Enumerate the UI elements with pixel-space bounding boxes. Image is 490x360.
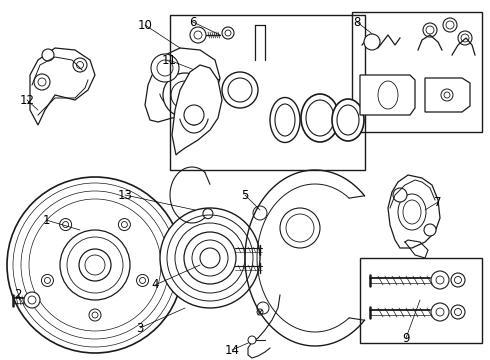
Circle shape (190, 27, 206, 43)
Circle shape (424, 224, 436, 236)
Text: 2: 2 (14, 288, 22, 302)
Polygon shape (360, 75, 415, 115)
Text: 7: 7 (434, 195, 442, 208)
Polygon shape (425, 78, 470, 112)
Circle shape (119, 219, 130, 230)
Circle shape (163, 73, 207, 117)
Bar (170, 15, 365, 170)
Circle shape (184, 105, 204, 125)
Circle shape (160, 208, 260, 308)
Circle shape (222, 72, 258, 108)
Text: 14: 14 (224, 343, 240, 356)
Circle shape (60, 219, 72, 230)
Circle shape (24, 292, 40, 308)
Polygon shape (145, 48, 220, 122)
Circle shape (7, 177, 183, 353)
Circle shape (89, 309, 101, 321)
Circle shape (137, 274, 148, 287)
Circle shape (431, 303, 449, 321)
Text: 5: 5 (241, 189, 249, 202)
Text: 10: 10 (138, 18, 152, 32)
Circle shape (431, 271, 449, 289)
Circle shape (458, 31, 472, 45)
Text: 1: 1 (42, 213, 50, 226)
Text: 9: 9 (402, 332, 410, 345)
Circle shape (34, 74, 50, 90)
Text: 11: 11 (162, 54, 176, 67)
Circle shape (280, 208, 320, 248)
Text: 4: 4 (151, 279, 159, 292)
Circle shape (423, 23, 437, 37)
Polygon shape (30, 48, 95, 125)
Polygon shape (172, 65, 222, 155)
Ellipse shape (332, 99, 364, 141)
Circle shape (443, 18, 457, 32)
Polygon shape (388, 175, 440, 248)
Circle shape (73, 58, 87, 72)
Circle shape (393, 188, 407, 202)
Circle shape (222, 27, 234, 39)
Circle shape (451, 273, 465, 287)
Circle shape (151, 54, 179, 82)
Text: 13: 13 (118, 189, 132, 202)
Circle shape (451, 305, 465, 319)
Circle shape (42, 49, 54, 61)
Bar (360, 258, 482, 343)
Ellipse shape (270, 98, 300, 143)
Text: 12: 12 (20, 94, 34, 107)
Bar (352, 12, 482, 132)
Circle shape (364, 34, 380, 50)
Text: 3: 3 (136, 321, 144, 334)
Circle shape (248, 336, 256, 344)
Ellipse shape (301, 94, 339, 142)
Text: 8: 8 (353, 15, 361, 28)
Circle shape (42, 274, 53, 287)
Text: 6: 6 (189, 15, 197, 28)
